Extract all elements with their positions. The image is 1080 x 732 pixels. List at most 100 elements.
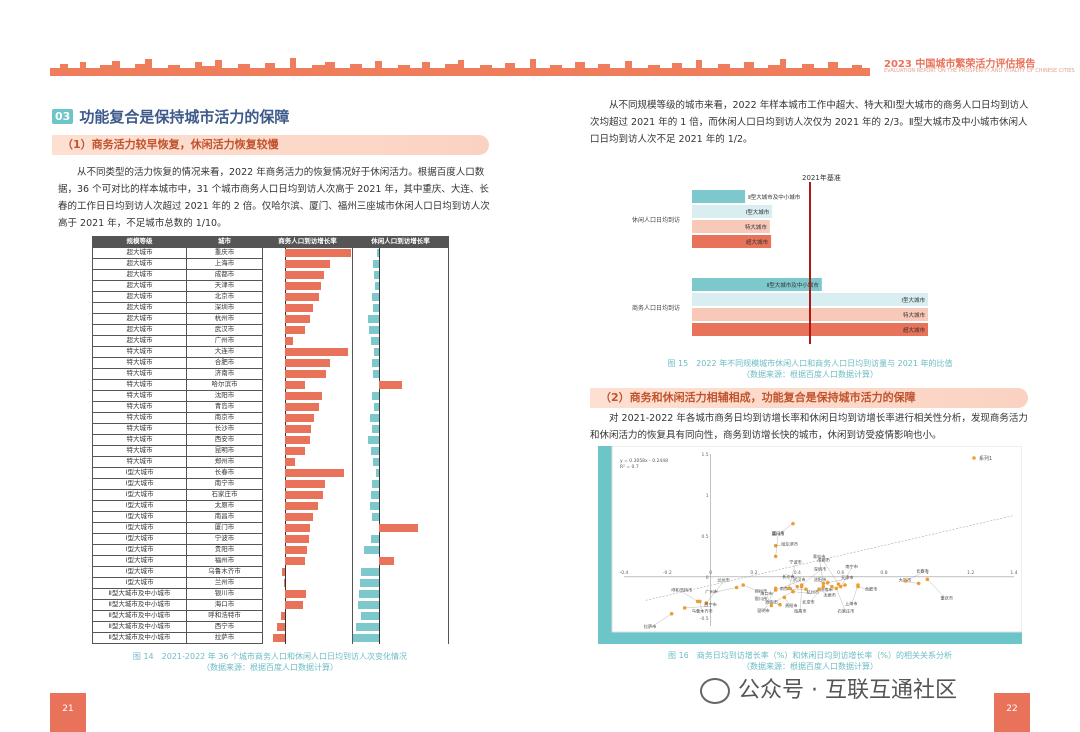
group-label: 休闲人口日均到访 [632, 216, 680, 224]
leisure-growth-bar [373, 457, 379, 466]
point-label: 深圳市 [814, 565, 827, 572]
business-growth-bar [285, 512, 313, 521]
cell-leisure-bar [352, 500, 449, 512]
label-leader [784, 597, 792, 608]
point-label: 郑州市 [755, 587, 768, 594]
label-leader [681, 591, 698, 602]
cell-business-bar [262, 544, 353, 556]
axis-line [379, 544, 380, 556]
cell-city: 南宁市 [186, 478, 263, 490]
scatter-point [821, 581, 826, 586]
cell-city: 厦门市 [186, 522, 263, 534]
cell-level: Ⅱ型大城市及中小城市 [92, 599, 187, 611]
cell-leisure-bar [352, 621, 449, 633]
leisure-growth-bar [371, 512, 379, 521]
business-growth-bar [285, 534, 309, 543]
business-growth-bar [281, 567, 285, 576]
axis-line [379, 500, 380, 512]
cell-city: 上海市 [186, 258, 263, 270]
business-growth-bar [285, 358, 330, 367]
cell-leisure-bar [352, 335, 449, 347]
cell-level: Ⅱ型大城市及中小城市 [92, 610, 187, 622]
leisure-growth-bar [373, 270, 379, 279]
business-growth-bar [285, 292, 320, 301]
cell-level: 特大城市 [92, 423, 187, 435]
cell-city: 长春市 [186, 467, 263, 479]
ratio-bar [692, 220, 770, 233]
cell-leisure-bar [352, 445, 449, 457]
cell-city: 青岛市 [186, 401, 263, 413]
bar-label: 超大城市 [746, 238, 769, 246]
leisure-growth-bar [371, 424, 379, 433]
cell-city: 北京市 [186, 291, 263, 303]
paragraph-2: 对 2021-2022 年各城市商务日均到访增长率和休闲日均到访增长率进行相关性… [590, 410, 1032, 444]
cell-level: 超大城市 [92, 324, 187, 336]
figure-16-source: （数据来源：根据百度人口数据计算） [742, 662, 878, 671]
label-leader [743, 584, 761, 593]
leisure-growth-bar [373, 259, 379, 268]
cell-business-bar [262, 346, 353, 358]
cell-level: Ⅰ型大城市 [92, 500, 187, 512]
axis-line [379, 588, 380, 600]
figure-16-caption: 图 16 商务日均到访增长率（%）和休闲日均到访增长率（%）的相关关系分析 （数… [600, 650, 1020, 672]
cell-business-bar [262, 489, 353, 501]
axis-line [379, 368, 380, 380]
axis-line [379, 324, 380, 336]
point-label: 兰州市 [717, 576, 730, 583]
business-growth-bar [285, 270, 324, 279]
table-row: 超大城市 武汉市 [92, 324, 449, 336]
bar-label: Ⅰ型大城市 [746, 208, 770, 216]
cell-level: 特大城市 [92, 456, 187, 468]
business-growth-bar [277, 622, 285, 631]
x-tick-label: 0.6 [837, 570, 844, 576]
cell-business-bar [262, 500, 353, 512]
leisure-growth-bar [370, 501, 379, 510]
wechat-icon [700, 678, 730, 704]
y-tick-label: 1 [706, 493, 709, 499]
business-growth-bar [285, 523, 311, 532]
y-tick-label: -0.5 [700, 616, 709, 622]
scatter-point [734, 585, 739, 590]
section-number: 03 [52, 109, 74, 124]
cell-business-bar [262, 610, 353, 622]
point-label: 福州市 [772, 531, 785, 538]
business-growth-bar [285, 501, 318, 510]
axis-line [285, 621, 286, 633]
cell-leisure-bar [352, 280, 449, 292]
axis-line [285, 566, 286, 578]
axis-line [379, 621, 380, 633]
axis-line [379, 610, 380, 622]
business-growth-bar [285, 314, 311, 323]
axis-line [379, 302, 380, 314]
business-growth-bar [283, 578, 285, 587]
scatter-point [682, 606, 687, 610]
page-number-right: 22 [994, 693, 1030, 732]
leisure-growth-bar [358, 600, 379, 609]
table-header: 规模等级 [92, 236, 187, 248]
cell-leisure-bar [352, 423, 449, 435]
figure-16-title: 图 16 商务日均到访增长率（%）和休闲日均到访增长率（%）的相关关系分析 [668, 651, 952, 660]
axis-line [379, 357, 380, 369]
cell-level: Ⅰ型大城市 [92, 566, 187, 578]
leisure-growth-bar [370, 413, 379, 422]
bar-label: 特大城市 [903, 311, 926, 319]
scatter-point [817, 587, 821, 591]
point-label: 长春市 [916, 567, 929, 574]
x-tick-label: 0 [709, 570, 712, 576]
point-label: 北京市 [802, 599, 815, 606]
cell-level: 特大城市 [92, 346, 187, 358]
cell-leisure-bar [352, 258, 449, 270]
cell-leisure-bar [352, 467, 449, 479]
point-label: 银川市 [755, 595, 768, 602]
label-leader [649, 613, 672, 629]
table-row: Ⅰ型大城市 福州市 [92, 555, 449, 567]
cell-city: 武汉市 [186, 324, 263, 336]
axis-line [379, 280, 380, 292]
table-header: 城市 [186, 236, 263, 248]
section-title: 03 功能复合是保持城市活力的保障 [52, 106, 289, 127]
watermark-text: 公众号 · 互联互通社区 [738, 678, 957, 703]
cell-city: 银川市 [186, 588, 263, 600]
report-title: 2023 中国城市繁荣活力评估报告 [884, 59, 1036, 70]
table-row: Ⅰ型大城市 兰州市 [92, 577, 449, 589]
cell-level: 特大城市 [92, 390, 187, 402]
